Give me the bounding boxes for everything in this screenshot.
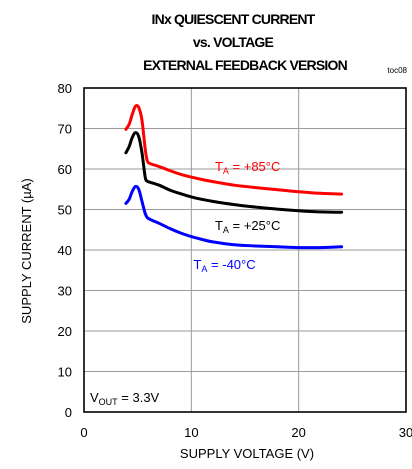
grid <box>84 88 406 412</box>
x-tick-label: 10 <box>184 425 198 440</box>
y-tick-label: 70 <box>58 122 72 137</box>
y-tick-label: 20 <box>58 324 72 339</box>
chart-title-line-1: INx QUIESCENT CURRENT <box>152 11 316 27</box>
series-line-2 <box>124 184 344 250</box>
y-tick-label: 80 <box>58 81 72 96</box>
series-line-1 <box>124 131 344 214</box>
y-tick-label: 0 <box>65 405 72 420</box>
series-line-0 <box>124 103 344 196</box>
plot-frame <box>83 87 407 413</box>
chart-title-line-2: vs. VOLTAGE <box>193 34 274 50</box>
x-axis-label: SUPPLY VOLTAGE (V) <box>180 446 314 461</box>
y-axis-label: SUPPLY CURRENT (µA) <box>19 178 34 323</box>
y-tick-labels: 0 10 20 30 40 50 60 70 80 <box>58 81 72 420</box>
x-tick-label: 30 <box>399 425 412 440</box>
y-tick-label: 30 <box>58 284 72 299</box>
y-tick-label: 40 <box>58 243 72 258</box>
figure-code: toc08 <box>387 66 407 75</box>
x-tick-label: 20 <box>291 425 305 440</box>
series-label-2: TA = -40°C <box>193 257 255 274</box>
series-label-0: TA = +85°C <box>215 159 280 176</box>
y-tick-label: 50 <box>58 203 72 218</box>
y-tick-label: 10 <box>58 365 72 380</box>
chart-title-line-3: EXTERNAL FEEDBACK VERSION <box>143 57 347 73</box>
condition-label: VOUT = 3.3V <box>90 390 160 407</box>
series-group <box>124 103 344 250</box>
y-tick-label: 60 <box>58 162 72 177</box>
series-label-1: TA = +25°C <box>215 218 280 235</box>
annotations: TA = +85°C TA = +25°C TA = -40°C VOUT = 3.3… <box>90 159 280 407</box>
x-tick-labels: 0 10 20 30 <box>80 425 412 440</box>
x-tick-label: 0 <box>80 425 87 440</box>
